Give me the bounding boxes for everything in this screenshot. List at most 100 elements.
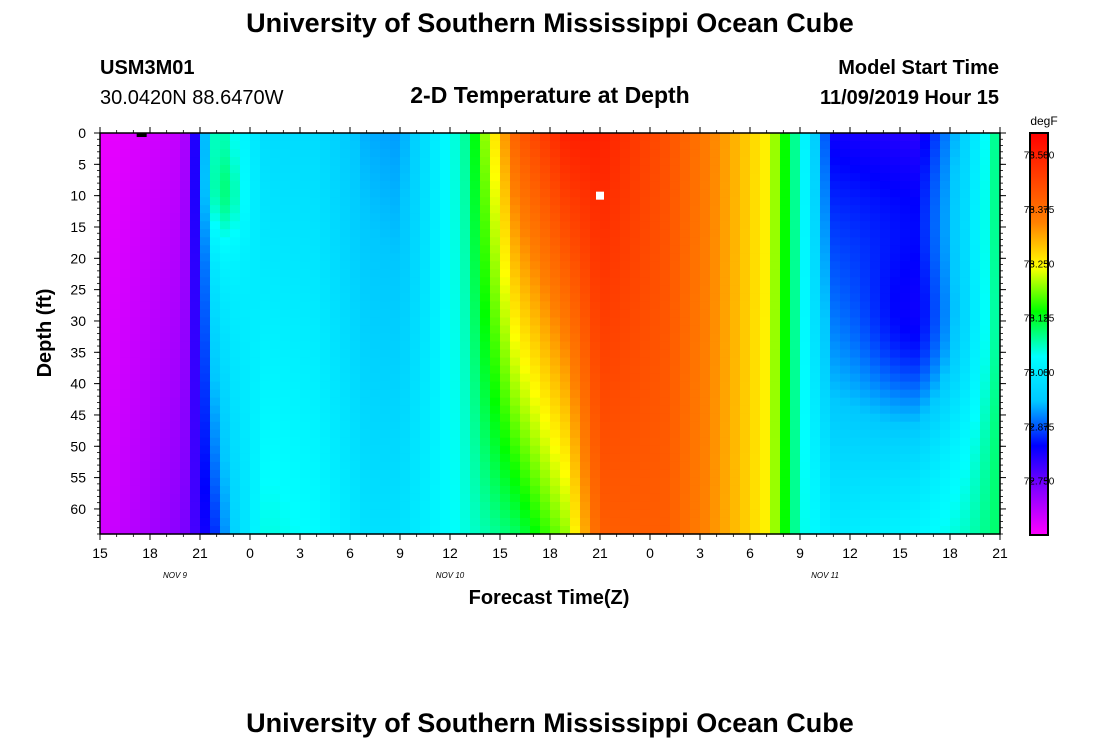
heat-cell bbox=[670, 133, 681, 142]
heat-cell bbox=[200, 397, 211, 407]
heat-cell bbox=[940, 213, 951, 222]
heat-cell bbox=[650, 133, 661, 142]
heat-cell bbox=[500, 309, 511, 319]
heat-cell bbox=[420, 285, 431, 294]
heat-cell bbox=[760, 221, 771, 230]
heat-cell bbox=[680, 165, 691, 174]
heat-cell bbox=[650, 405, 661, 415]
heat-cell bbox=[930, 421, 941, 431]
heat-cell bbox=[990, 413, 1001, 423]
heat-cell bbox=[490, 261, 501, 270]
heat-cell bbox=[230, 165, 241, 174]
heat-cell bbox=[770, 149, 781, 158]
heat-cell bbox=[200, 205, 211, 214]
heat-cell bbox=[720, 453, 731, 463]
heat-cell bbox=[790, 197, 801, 206]
heat-cell bbox=[620, 477, 631, 487]
heat-cell bbox=[480, 453, 491, 463]
heat-cell bbox=[840, 421, 851, 431]
colorbar-label: 73.125 bbox=[1024, 314, 1055, 325]
heat-cell bbox=[980, 189, 991, 198]
heat-cell bbox=[940, 485, 951, 495]
heat-cell bbox=[370, 165, 381, 174]
heat-cell bbox=[700, 397, 711, 407]
heat-cell bbox=[400, 245, 411, 254]
heat-cell bbox=[380, 165, 391, 174]
heat-cell bbox=[240, 285, 251, 294]
heat-cell bbox=[930, 397, 941, 407]
heat-cell bbox=[320, 205, 331, 214]
heat-cell bbox=[110, 165, 121, 174]
x-tick-label: 12 bbox=[442, 545, 458, 561]
heat-cell bbox=[610, 341, 621, 351]
heat-cell bbox=[180, 245, 191, 254]
heat-cell bbox=[310, 229, 321, 238]
heat-cell bbox=[260, 381, 271, 391]
heat-cell bbox=[300, 525, 311, 535]
heat-cell bbox=[300, 493, 311, 503]
heat-cell bbox=[510, 349, 521, 359]
heat-cell bbox=[340, 437, 351, 447]
heat-cell bbox=[780, 301, 791, 311]
heat-cell bbox=[630, 157, 641, 166]
heat-cell bbox=[200, 341, 211, 351]
heat-cell bbox=[990, 229, 1001, 238]
heat-cell bbox=[710, 421, 721, 431]
heat-cell bbox=[680, 221, 691, 230]
heat-cell bbox=[770, 397, 781, 407]
heat-cell bbox=[150, 133, 161, 142]
heat-cell bbox=[120, 149, 131, 158]
heat-cell bbox=[790, 253, 801, 262]
heat-cell bbox=[790, 357, 801, 367]
heat-cell bbox=[130, 461, 141, 471]
heat-cell bbox=[910, 333, 921, 343]
heat-cell bbox=[400, 517, 411, 527]
heat-cell bbox=[870, 317, 881, 327]
heat-cell bbox=[680, 157, 691, 166]
heat-cell bbox=[230, 389, 241, 399]
heat-cell bbox=[110, 245, 121, 254]
heat-cell bbox=[450, 277, 461, 286]
heat-cell bbox=[660, 245, 671, 254]
heat-cell bbox=[260, 309, 271, 319]
heat-cell bbox=[140, 421, 151, 431]
heat-cell bbox=[100, 173, 111, 182]
heat-cell bbox=[680, 349, 691, 359]
heat-cell bbox=[720, 341, 731, 351]
heat-cell bbox=[790, 477, 801, 487]
heat-cell bbox=[340, 325, 351, 335]
heat-cell bbox=[690, 349, 701, 359]
heat-cell bbox=[780, 341, 791, 351]
heat-cell bbox=[180, 269, 191, 278]
heat-cell bbox=[720, 373, 731, 383]
heat-cell bbox=[410, 181, 421, 190]
heat-cell bbox=[750, 301, 761, 311]
heat-cell bbox=[680, 181, 691, 190]
heat-cell bbox=[570, 261, 581, 270]
heat-cell bbox=[110, 381, 121, 391]
heat-cell bbox=[520, 349, 531, 359]
heat-cell bbox=[690, 277, 701, 286]
heat-cell bbox=[520, 461, 531, 471]
heat-cell bbox=[930, 149, 941, 158]
heat-cell bbox=[440, 509, 451, 519]
heat-cell bbox=[480, 309, 491, 319]
heat-cell bbox=[790, 501, 801, 511]
heat-cell bbox=[490, 173, 501, 182]
heat-cell bbox=[340, 493, 351, 503]
heat-cell bbox=[320, 509, 331, 519]
heat-cell bbox=[270, 189, 281, 198]
heat-cell bbox=[860, 205, 871, 214]
heat-cell bbox=[840, 509, 851, 519]
heat-cell bbox=[750, 445, 761, 455]
heat-cell bbox=[630, 165, 641, 174]
heat-cell bbox=[310, 149, 321, 158]
heat-cell bbox=[190, 293, 201, 303]
heat-cell bbox=[340, 421, 351, 431]
heat-cell bbox=[110, 229, 121, 238]
heat-cell bbox=[230, 325, 241, 335]
heat-cell bbox=[620, 413, 631, 423]
heat-cell bbox=[930, 373, 941, 383]
heat-cell bbox=[190, 237, 201, 246]
heat-cell bbox=[990, 485, 1001, 495]
